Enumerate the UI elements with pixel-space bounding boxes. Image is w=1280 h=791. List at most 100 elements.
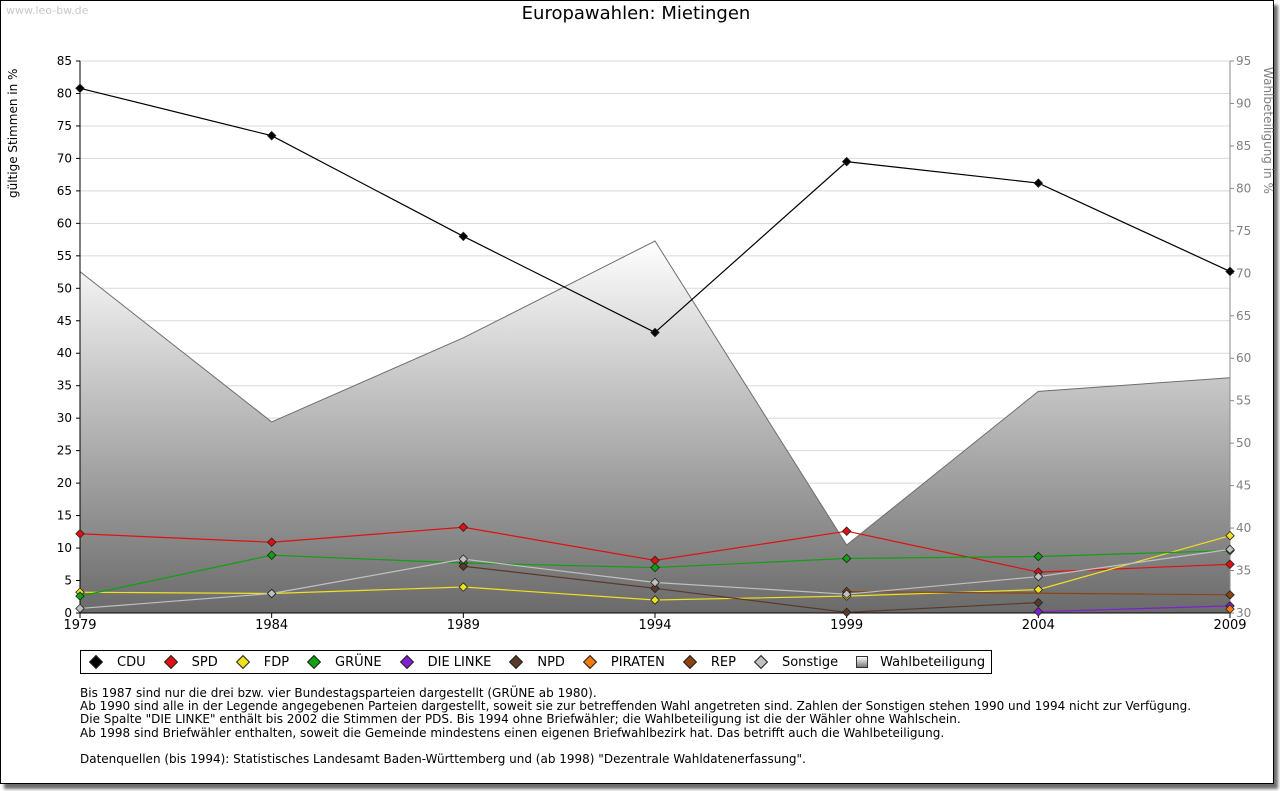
data-point — [75, 83, 85, 94]
y-right-tick-label: 70 — [1236, 266, 1251, 280]
y-right-tick-label: 90 — [1236, 96, 1251, 110]
data-point — [841, 607, 852, 618]
legend-label: DIE LINKE — [427, 654, 492, 670]
y-right-tick-label: 45 — [1236, 479, 1251, 493]
y-right-tick-label: 30 — [1236, 606, 1251, 620]
legend-marker — [399, 654, 414, 670]
data-point — [1033, 551, 1044, 562]
series-line-die-linke — [1038, 605, 1231, 613]
legend-label: NPD — [537, 654, 565, 670]
y-tick-label: 40 — [57, 346, 72, 360]
legend-item: NPD — [507, 655, 565, 670]
data-point — [1033, 178, 1044, 188]
legend-label: CDU — [117, 654, 146, 670]
y-tick-label: 50 — [57, 281, 72, 295]
data-point — [650, 595, 660, 605]
legend-marker — [509, 654, 524, 670]
note-line: Ab 1998 sind Briefwähler enthalten, sowe… — [80, 725, 945, 740]
sources-note: Datenquellen (bis 1994): Statistisches L… — [80, 751, 806, 766]
x-tick-label: 2009 — [1213, 618, 1246, 633]
y-tick-label: 10 — [57, 541, 72, 555]
y-right-tick-label: 95 — [1236, 54, 1251, 68]
legend-label: SPD — [191, 654, 218, 670]
data-point — [1225, 590, 1235, 600]
y-right-tick-label: 85 — [1236, 139, 1251, 153]
data-point — [1033, 606, 1044, 617]
legend-label: Sonstige — [781, 654, 839, 670]
y-tick-label: 70 — [57, 151, 72, 165]
legend-label: PIRATEN — [610, 654, 665, 670]
y-right-tick-label: 80 — [1236, 181, 1251, 195]
data-point — [75, 591, 85, 601]
y-tick-label: 75 — [57, 119, 72, 133]
chart-title: Europawahlen: Mietingen — [521, 3, 751, 24]
x-tick-label: 1999 — [830, 618, 863, 633]
legend-item: DIE LINKE — [398, 654, 492, 670]
legend-item: Sonstige — [752, 655, 838, 670]
y-tick-label: 85 — [57, 54, 72, 68]
legend-label: GRÜNE — [335, 654, 382, 670]
legend-label: REP — [710, 654, 736, 670]
legend-label: Wahlbeteiligung — [880, 654, 986, 670]
legend-marker — [163, 654, 178, 670]
y-right-tick-label: 60 — [1236, 351, 1251, 365]
data-point — [266, 588, 277, 599]
note-line: Ab 1990 sind alle in der Legende angegeb… — [80, 699, 1192, 714]
series-lines — [75, 83, 1235, 618]
x-tick-label: 1979 — [63, 618, 96, 633]
x-tick-label: 2004 — [1022, 618, 1055, 633]
data-point — [1225, 559, 1235, 570]
data-point — [1225, 604, 1235, 614]
watermark: www.leo-bw.de — [6, 4, 89, 17]
data-point — [841, 156, 852, 167]
y-right-tick-label: 50 — [1236, 436, 1251, 450]
y-tick-label: 55 — [57, 249, 72, 263]
y-right-tick-label: 40 — [1236, 521, 1251, 535]
y-axis-right-label: Wahlbeteiligung in % — [1261, 67, 1275, 194]
chart-svg: 0 5 10 15 20 25 30 35 40 45 50 55 60 65 70 75 80 85 30 35 40… — [6, 54, 1275, 633]
y-tick-label: 5 — [64, 574, 72, 588]
legend-label: FDP — [263, 654, 290, 670]
y-tick-label: 45 — [57, 314, 72, 328]
y-tick-label: 80 — [57, 86, 72, 100]
y-tick-label: 0 — [64, 606, 72, 620]
data-point — [1033, 584, 1044, 595]
y-tick-label: 60 — [57, 216, 72, 230]
data-point — [266, 537, 277, 547]
y-right-tick-label: 75 — [1236, 224, 1251, 238]
tick-labels: 0 5 10 15 20 25 30 35 40 45 50 55 60 65 70 75 80 85 30 35 40… — [57, 54, 1252, 633]
data-point — [75, 529, 85, 539]
x-tick-label: 1989 — [447, 618, 480, 633]
y-right-tick-label: 35 — [1236, 564, 1251, 578]
data-point — [841, 589, 852, 599]
data-point — [266, 130, 277, 141]
y-tick-label: 20 — [57, 476, 72, 490]
legend-marker — [88, 654, 104, 670]
data-point — [650, 562, 660, 573]
y-tick-label: 25 — [57, 444, 72, 458]
legend: CDU SPD FDP GRÜNE DIE LINKE NPD PIRATEN REP Sons… — [80, 650, 993, 674]
series-line-rep — [846, 590, 1231, 596]
legend-marker — [582, 654, 597, 670]
legend-item: FDP — [234, 655, 289, 670]
data-point — [1225, 530, 1235, 541]
legend-item: REP — [681, 655, 736, 670]
data-point — [458, 231, 469, 242]
legend-item: SPD — [162, 655, 218, 670]
legend-item: Wahlbeteiligung — [854, 655, 985, 670]
legend-marker — [306, 654, 322, 670]
legend-item: CDU — [87, 655, 146, 670]
y-tick-label: 35 — [57, 379, 72, 393]
note-line: Die Spalte "DIE LINKE" enthält bis 2002 … — [80, 712, 961, 727]
legend-item: PIRATEN — [581, 655, 665, 670]
x-tick-label: 1984 — [255, 618, 288, 633]
data-point — [1033, 597, 1044, 608]
data-point — [458, 554, 469, 564]
data-point — [458, 561, 469, 572]
series-line-npd — [463, 565, 1039, 613]
data-point — [1225, 544, 1235, 555]
legend-marker — [682, 654, 697, 670]
notes: Bis 1987 sind nur die drei bzw. vier Bun… — [80, 686, 1192, 766]
legend-marker — [856, 656, 869, 668]
legend-item: GRÜNE — [305, 655, 382, 670]
